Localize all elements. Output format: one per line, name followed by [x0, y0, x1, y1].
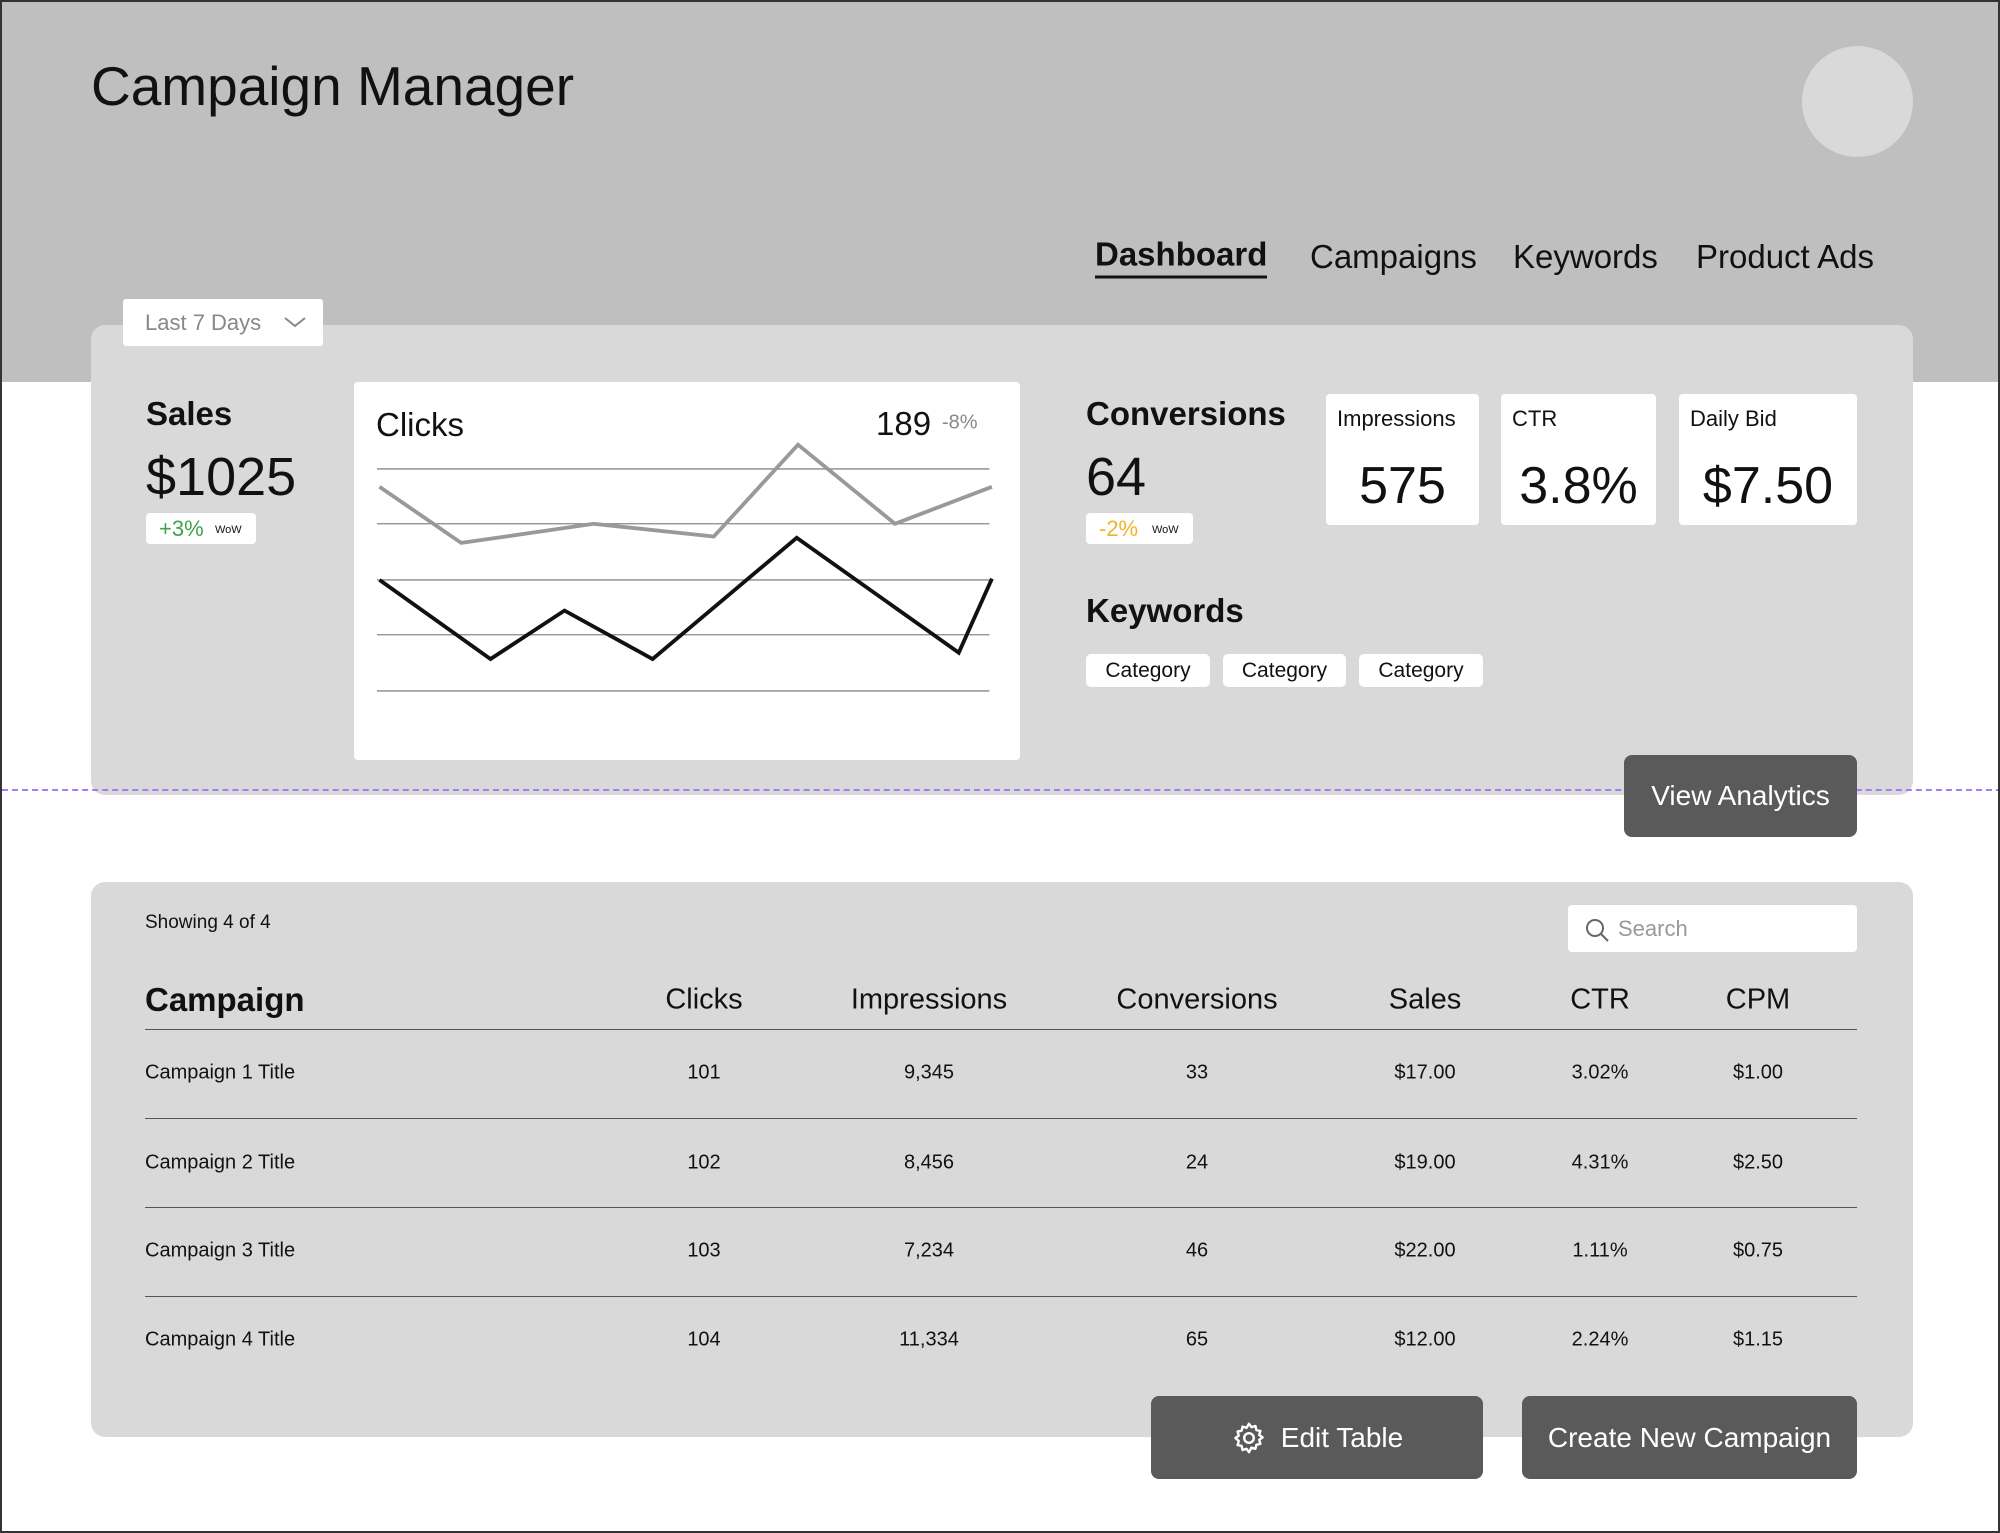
nav-item[interactable]: Dashboard: [1095, 236, 1268, 279]
stat-label: Impressions: [1337, 406, 1456, 431]
nav-item[interactable]: Campaigns: [1310, 238, 1477, 275]
table-cell: $17.00: [1394, 1061, 1456, 1084]
stat-card: CTR 3.8%: [1501, 394, 1656, 525]
table-cell: 104: [687, 1328, 721, 1351]
table-cell: Campaign 2 Title: [145, 1151, 296, 1174]
table-cell: $0.75: [1732, 1239, 1784, 1262]
column-header: Campaign: [145, 981, 305, 1018]
app-title: Campaign Manager: [91, 55, 575, 117]
header-bg: [2, 2, 1998, 382]
card-value: 189: [876, 405, 932, 442]
search-icon: [1586, 919, 1609, 942]
table-cell: 9,345: [903, 1061, 955, 1084]
card-title: Clicks: [376, 406, 464, 443]
row-rule: [145, 1207, 1857, 1208]
table-cell: $12.00: [1394, 1328, 1456, 1351]
table-cell: 101: [687, 1061, 721, 1084]
avatar[interactable]: [1802, 46, 1913, 157]
table-cell: $19.00: [1394, 1151, 1456, 1174]
row-rule: [145, 1295, 1857, 1297]
range-label: Last 7 Days: [145, 310, 262, 335]
section-label: Keywords: [1086, 592, 1244, 629]
stat-value: 575: [1359, 457, 1446, 515]
view-analytics-button[interactable]: View Analytics: [1624, 755, 1857, 837]
table-cell: Campaign 1 Title: [145, 1061, 296, 1084]
button-label: Edit Table: [1280, 1421, 1404, 1453]
table-cell: 11,334: [899, 1328, 959, 1351]
stat-label: CTR: [1512, 406, 1558, 431]
column-header: Clicks: [665, 983, 743, 1016]
table-cell: $1.15: [1732, 1328, 1784, 1351]
keyword-chip[interactable]: Category: [1086, 654, 1210, 687]
table-cell: 8,456: [903, 1151, 955, 1174]
column-header: CPM: [1725, 983, 1791, 1016]
table-cell: 1.11%: [1572, 1239, 1628, 1262]
column-header: Sales: [1388, 983, 1462, 1016]
guide-line: [2, 789, 1998, 791]
create-campaign-button[interactable]: Create New Campaign: [1522, 1396, 1857, 1479]
metric-label: Sales: [146, 395, 233, 432]
clicks-card: Clicks 189 -8%: [354, 382, 1020, 760]
table-cell: $22.00: [1394, 1239, 1456, 1262]
row-rule: [145, 1118, 1857, 1119]
table-cell: 65: [1185, 1328, 1209, 1351]
change-unit: WoW: [1152, 524, 1179, 536]
table-cell: 46: [1185, 1239, 1209, 1262]
column-header: Impressions: [850, 983, 1008, 1016]
table-cell: $1.00: [1732, 1061, 1784, 1084]
stat-value: $7.50: [1702, 457, 1834, 515]
change-value: -2%: [1099, 516, 1139, 541]
change-badge: -2% WoW: [1086, 513, 1193, 544]
metric-value: 64: [1086, 447, 1147, 507]
nav-item[interactable]: Product Ads: [1696, 238, 1874, 275]
table-cell: Campaign 3 Title: [145, 1239, 296, 1262]
table-cell: 33: [1185, 1061, 1209, 1084]
range-dropdown[interactable]: Last 7 Days: [123, 299, 323, 346]
metric-label: Conversions: [1086, 395, 1286, 432]
change-value: +3%: [159, 516, 204, 541]
keyword-chip[interactable]: Category: [1359, 654, 1483, 687]
chevron: [284, 317, 306, 328]
showing-count: Showing 4 of 4: [145, 912, 271, 933]
sparkline: [376, 442, 994, 692]
table-cell: 4.31%: [1571, 1151, 1629, 1174]
table-cell: 102: [687, 1151, 721, 1174]
search-box[interactable]: Search: [1568, 905, 1857, 952]
search-placeholder: Search: [1618, 916, 1688, 941]
stat-label: Daily Bid: [1690, 406, 1777, 431]
change-unit: WoW: [215, 524, 242, 536]
table-cell: 103: [687, 1239, 721, 1262]
table-cell: 3.02%: [1571, 1061, 1629, 1084]
stat-card: Impressions 575: [1326, 394, 1479, 525]
change-badge: +3% WoW: [146, 513, 256, 544]
gear-icon: [1233, 1422, 1264, 1453]
header-rule: [145, 1029, 1857, 1030]
metric-value: $1025: [146, 447, 297, 507]
nav-item[interactable]: Keywords: [1513, 238, 1658, 275]
stat-value: 3.8%: [1519, 457, 1638, 515]
column-header: Conversions: [1116, 983, 1278, 1016]
stat-card: Daily Bid $7.50: [1679, 394, 1857, 525]
keyword-chip[interactable]: Category: [1223, 654, 1346, 687]
table-cell: 2.24%: [1571, 1328, 1629, 1351]
edit-table-button[interactable]: Edit Table: [1151, 1396, 1483, 1479]
table-cell: 24: [1185, 1151, 1209, 1174]
card-change: -8%: [942, 411, 978, 434]
table-cell: 7,234: [903, 1239, 955, 1262]
column-header: CTR: [1570, 983, 1630, 1016]
table-cell: $2.50: [1732, 1151, 1784, 1174]
table-cell: Campaign 4 Title: [145, 1328, 296, 1351]
table-panel: [91, 882, 1913, 1437]
